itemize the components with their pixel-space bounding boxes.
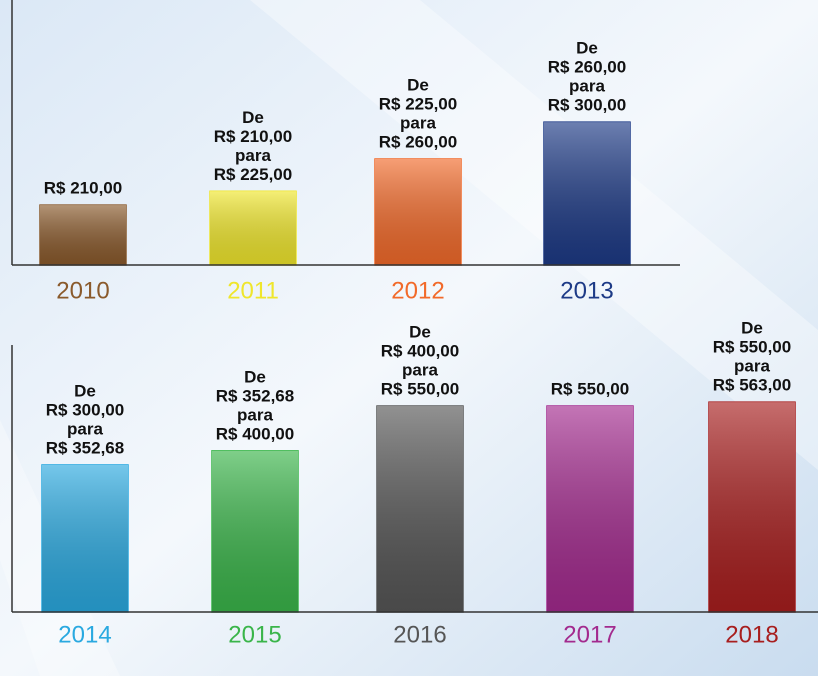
value-label: De	[576, 39, 598, 58]
value-label: R$ 550,00	[551, 380, 629, 399]
value-label: para	[402, 361, 438, 380]
value-label: De	[74, 381, 96, 400]
decor	[250, 0, 818, 470]
value-label: R$ 300,00	[46, 400, 124, 419]
value-label: R$ 550,00	[381, 380, 459, 399]
value-label: De	[409, 323, 431, 342]
x-tick-label: 2011	[227, 277, 279, 304]
bar-shade	[40, 205, 126, 265]
value-label: para	[400, 113, 436, 132]
value-label: R$ 210,00	[214, 127, 292, 146]
x-tick-label: 2010	[56, 277, 109, 304]
value-label: R$ 550,00	[713, 338, 791, 357]
value-label: R$ 225,00	[214, 165, 292, 184]
value-label: R$ 210,00	[44, 179, 122, 198]
value-label: R$ 225,00	[379, 94, 457, 113]
x-tick-label: 2014	[58, 621, 111, 648]
x-tick-label: 2012	[391, 277, 444, 304]
x-tick-label: 2016	[393, 621, 446, 648]
x-tick-label: 2013	[560, 277, 613, 304]
value-label: R$ 400,00	[381, 342, 459, 361]
bar-shade	[377, 406, 463, 612]
bar-shade	[544, 122, 630, 266]
bar-shade	[709, 402, 795, 612]
value-label: R$ 352,68	[46, 438, 124, 457]
value-label: R$ 352,68	[216, 386, 294, 405]
bar-shade	[212, 450, 298, 612]
value-label: De	[242, 108, 264, 127]
value-label: De	[407, 75, 429, 94]
bar-shade	[210, 191, 296, 265]
x-tick-label: 2017	[563, 621, 616, 648]
bar-shade	[547, 406, 633, 612]
value-label: R$ 260,00	[548, 58, 626, 77]
value-label: para	[235, 146, 271, 165]
value-label: para	[569, 77, 605, 96]
value-label: R$ 400,00	[216, 424, 294, 443]
value-label: R$ 563,00	[713, 376, 791, 395]
bar-shade	[375, 159, 461, 265]
x-tick-label: 2018	[725, 621, 778, 648]
value-label: De	[244, 367, 266, 386]
x-tick-label: 2015	[228, 621, 281, 648]
value-label: R$ 260,00	[379, 132, 457, 151]
value-label: para	[67, 419, 103, 438]
value-label: R$ 300,00	[548, 96, 626, 115]
bar-shade	[42, 464, 128, 612]
value-label: para	[734, 357, 770, 376]
value-label: para	[237, 405, 273, 424]
value-label: De	[741, 319, 763, 338]
